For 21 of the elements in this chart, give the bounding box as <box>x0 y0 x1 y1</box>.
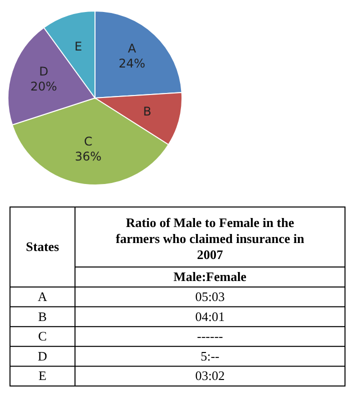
slice-label: A <box>128 42 137 56</box>
slice-label: E <box>74 40 82 54</box>
slice-label: D <box>39 64 48 78</box>
category-label: E <box>38 368 47 384</box>
text: 04:01 <box>195 308 225 324</box>
category-label: B <box>38 308 48 324</box>
text: Ratio of Male to Female in the farmers who claimed insurance in 2007 <box>116 215 306 262</box>
text: ------ <box>197 328 223 344</box>
text: 05:03 <box>195 289 225 304</box>
text: Male:Female <box>174 269 247 284</box>
slice-label: B <box>143 104 152 118</box>
slice-label: C <box>84 134 92 149</box>
text: 03:02 <box>195 368 225 384</box>
data-label: 20% <box>30 79 58 94</box>
category-label: A <box>38 289 48 304</box>
category-label: C <box>38 328 47 344</box>
data-label: 24% <box>118 56 146 71</box>
data-label: 36% <box>74 150 102 164</box>
category-label: D <box>38 348 48 364</box>
text: 5:-- <box>200 348 220 364</box>
text: States <box>26 239 60 254</box>
